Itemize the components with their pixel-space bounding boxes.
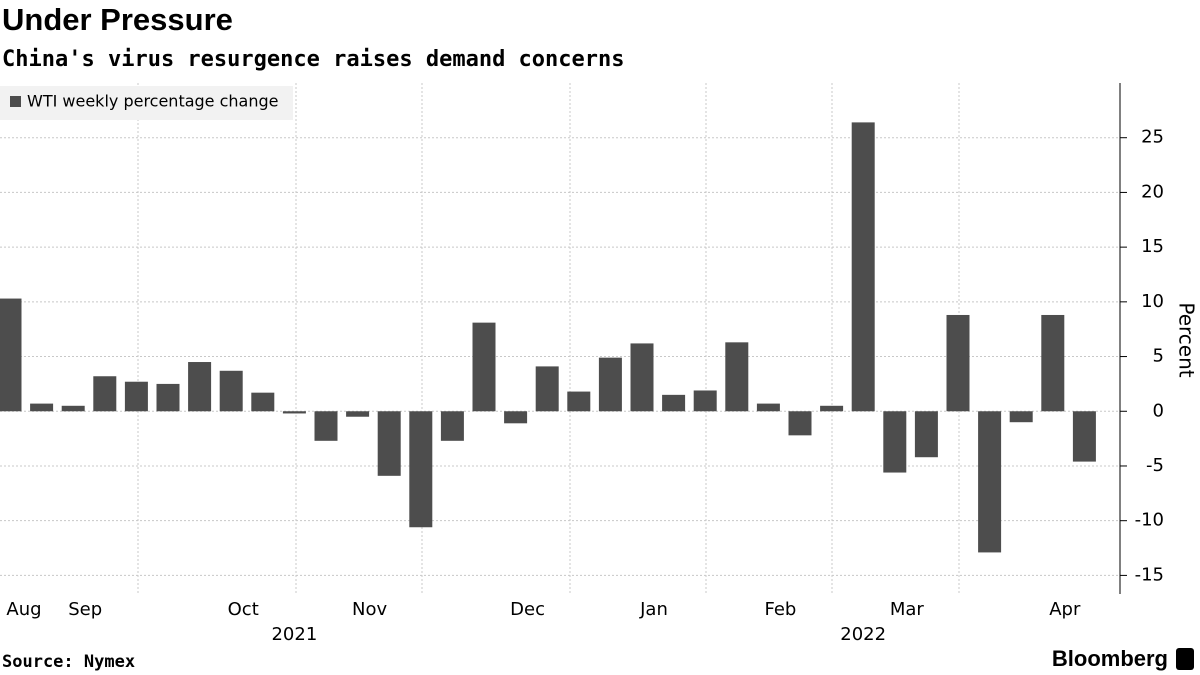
x-tick-label: Mar bbox=[890, 599, 925, 620]
brand-icon bbox=[1176, 648, 1194, 670]
x-tick-label: Oct bbox=[228, 599, 259, 620]
source: Source: Nymex bbox=[2, 652, 135, 672]
y-tick-label: 5 bbox=[1153, 346, 1164, 367]
y-tick-label: 20 bbox=[1141, 181, 1164, 202]
bar bbox=[124, 381, 148, 412]
x-tick-label: Dec bbox=[510, 599, 545, 620]
bar bbox=[978, 411, 1002, 553]
bar bbox=[0, 298, 22, 412]
bar bbox=[567, 391, 591, 412]
x-tick-label: Nov bbox=[352, 599, 387, 620]
bar bbox=[946, 314, 970, 412]
bar bbox=[914, 411, 938, 458]
brand: Bloomberg bbox=[1052, 646, 1168, 671]
bar bbox=[409, 411, 433, 528]
y-tick-label: 15 bbox=[1141, 236, 1164, 257]
bar bbox=[820, 405, 844, 412]
bar bbox=[346, 411, 370, 417]
bar bbox=[156, 383, 180, 412]
bar bbox=[219, 370, 243, 412]
bar bbox=[61, 405, 85, 412]
bar bbox=[851, 122, 875, 412]
bar bbox=[883, 411, 907, 473]
bar bbox=[251, 392, 275, 412]
bars bbox=[0, 122, 1096, 553]
x-tick-label: Jan bbox=[639, 599, 668, 620]
grid bbox=[0, 83, 1120, 594]
bar bbox=[693, 390, 717, 412]
bar bbox=[788, 411, 812, 436]
y-tick-label: 10 bbox=[1141, 291, 1164, 312]
chart-subtitle: China's virus resurgence raises demand c… bbox=[2, 47, 625, 72]
bar bbox=[377, 411, 401, 476]
x-tick-label: Sep bbox=[68, 599, 102, 620]
bar bbox=[535, 366, 559, 412]
bar bbox=[314, 411, 338, 441]
y-tick-label: 25 bbox=[1141, 127, 1164, 148]
y-axis-label: Percent bbox=[1175, 302, 1199, 377]
bar bbox=[598, 357, 622, 412]
x-tick-label: Apr bbox=[1049, 599, 1081, 620]
bar bbox=[662, 394, 686, 412]
bar bbox=[504, 411, 528, 424]
y-tick-label: -10 bbox=[1135, 510, 1164, 531]
bar bbox=[725, 342, 749, 412]
bar bbox=[1072, 411, 1096, 462]
bar bbox=[30, 403, 54, 412]
bar bbox=[630, 343, 654, 412]
bar bbox=[756, 403, 780, 412]
legend-swatch bbox=[10, 96, 21, 107]
bar bbox=[440, 411, 464, 441]
x-tick-label: Aug bbox=[6, 599, 41, 620]
bar bbox=[1009, 411, 1033, 423]
legend-label: WTI weekly percentage change bbox=[27, 92, 279, 111]
y-tick-label: 0 bbox=[1153, 400, 1164, 421]
legend-box bbox=[0, 86, 293, 120]
x-tick-label: Feb bbox=[764, 599, 796, 620]
bar bbox=[188, 362, 212, 412]
y-tick-label: -5 bbox=[1146, 455, 1164, 476]
bar bbox=[1041, 314, 1065, 412]
bar bbox=[282, 411, 306, 414]
y-tick-label: -15 bbox=[1135, 564, 1164, 585]
chart-title: Under Pressure bbox=[2, 2, 233, 37]
bar bbox=[93, 376, 117, 412]
bar bbox=[472, 322, 496, 412]
year-label: 2021 bbox=[271, 624, 317, 645]
year-label: 2022 bbox=[840, 624, 886, 645]
